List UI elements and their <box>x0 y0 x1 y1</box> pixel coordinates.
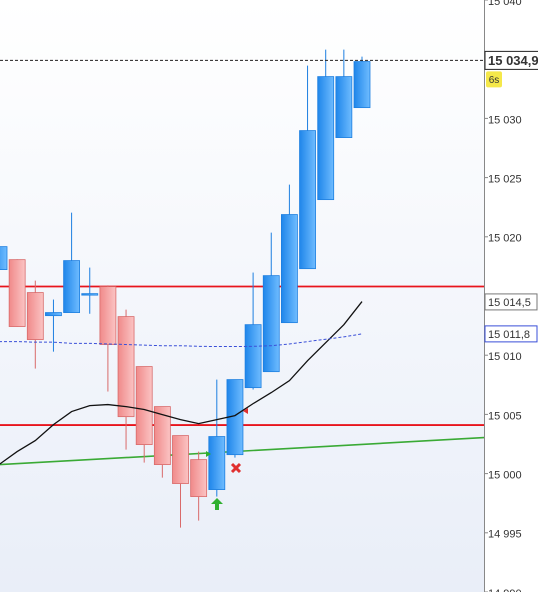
price-tag-label: 15 011,8 <box>488 329 530 341</box>
candle-body <box>208 436 226 490</box>
candle-body <box>335 76 353 138</box>
candle-body <box>172 435 189 484</box>
buy-arrow <box>211 498 223 510</box>
candle-body <box>99 286 117 345</box>
price-tag-box <box>484 293 538 311</box>
candle-body <box>135 366 153 445</box>
y-tick-label: 14 990 <box>488 588 522 592</box>
candle-body <box>45 312 62 317</box>
candle-body <box>244 324 262 389</box>
timer-box <box>486 71 502 88</box>
y-tick-label: 15 020 <box>488 233 522 245</box>
y-tick-label: 14 995 <box>488 529 522 541</box>
candle-body <box>280 214 298 324</box>
sell-cross <box>230 462 242 474</box>
candle-body <box>153 406 171 466</box>
candle-body <box>299 130 316 270</box>
price-tag-label: 15 014,5 <box>488 297 531 309</box>
candle-body <box>63 260 80 313</box>
price-tag-box <box>484 50 538 70</box>
marker-triangle <box>243 408 248 414</box>
candle-body <box>8 259 26 327</box>
y-tick-label: 15 030 <box>488 114 522 126</box>
price-tag-label: 15 034,9 <box>488 53 538 68</box>
y-tick-label: 15 005 <box>488 410 522 422</box>
candle-body <box>117 316 135 418</box>
y-tick-label: 15 025 <box>488 174 522 186</box>
y-tick-label: 15 040 <box>488 0 522 8</box>
marker-triangle <box>206 451 211 457</box>
candle-body <box>81 293 99 296</box>
y-tick-label: 15 000 <box>488 470 522 482</box>
candle-body <box>0 246 8 270</box>
candle-body <box>190 459 208 497</box>
plot-background <box>0 0 484 592</box>
timer-label: 6s <box>489 75 500 86</box>
moving-average <box>0 333 363 348</box>
price-tag-box <box>484 325 538 343</box>
candle-body <box>262 275 280 373</box>
moving-average <box>0 301 363 465</box>
y-tick-label: 15 010 <box>488 351 522 363</box>
candle-body <box>353 61 371 109</box>
candle-body <box>26 292 44 340</box>
candle-body <box>317 76 335 201</box>
